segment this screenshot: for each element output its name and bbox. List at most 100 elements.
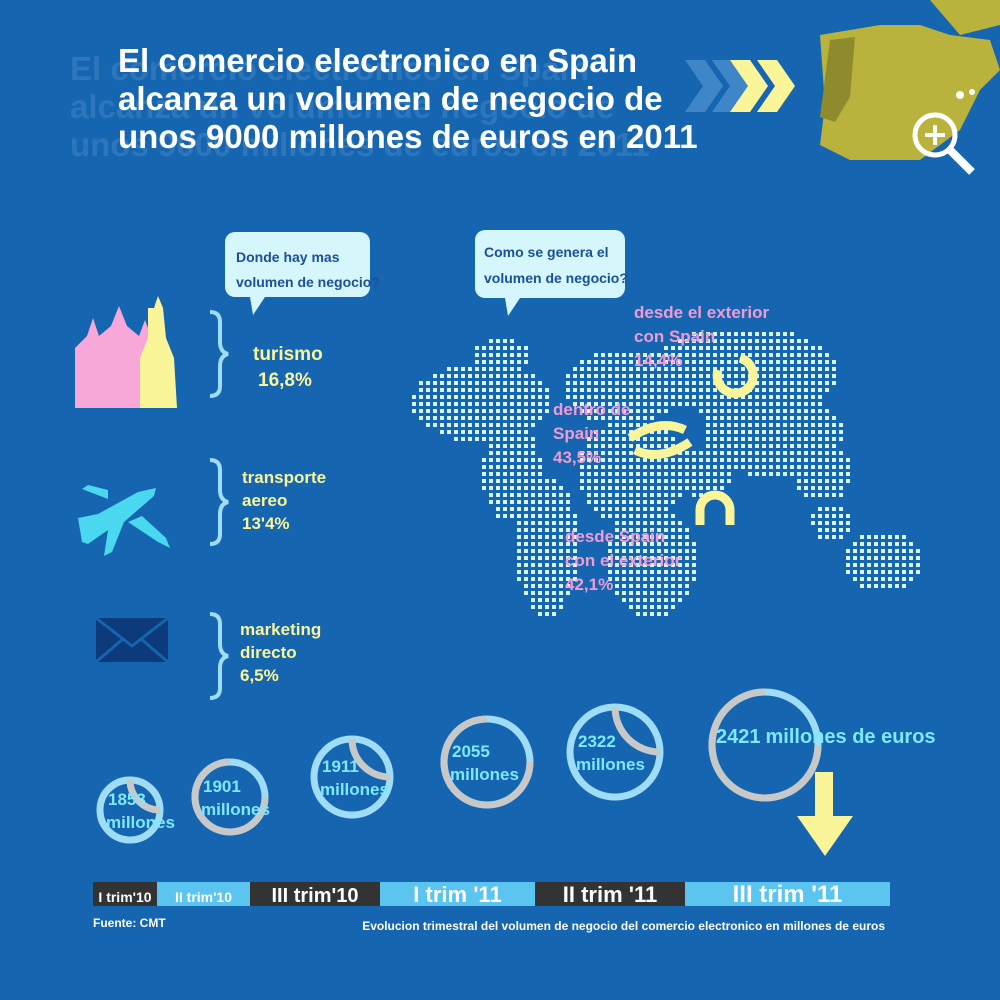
map-dot	[503, 367, 507, 371]
map-dot	[524, 479, 528, 483]
map-dot	[601, 374, 605, 378]
map-dot	[909, 563, 913, 567]
map-dot	[559, 556, 563, 560]
map-dot	[664, 472, 668, 476]
map-dot	[685, 479, 689, 483]
map-dot	[685, 395, 689, 399]
map-dot	[636, 486, 640, 490]
map-dot	[650, 500, 654, 504]
map-dot	[888, 577, 892, 581]
map-dot	[608, 367, 612, 371]
map-dot	[769, 374, 773, 378]
map-dot	[643, 444, 647, 448]
map-dot	[762, 402, 766, 406]
map-dot	[643, 605, 647, 609]
map-dot	[657, 472, 661, 476]
map-dot	[559, 528, 563, 532]
map-dot	[776, 423, 780, 427]
speech-bubble: Como se genera el volumen de negocio?	[475, 230, 628, 316]
map-dot	[461, 381, 465, 385]
map-dot	[804, 486, 808, 490]
map-dot	[440, 388, 444, 392]
map-dot	[720, 458, 724, 462]
ring-gray	[440, 715, 534, 809]
map-dot	[629, 423, 633, 427]
map-arrows	[627, 353, 758, 525]
map-dot	[699, 388, 703, 392]
map-dot	[622, 367, 626, 371]
map-dot	[468, 388, 472, 392]
map-dot	[650, 402, 654, 406]
map-dot	[727, 423, 731, 427]
map-dot	[426, 423, 430, 427]
map-dot	[790, 437, 794, 441]
map-dot	[531, 598, 535, 602]
map-dot	[657, 360, 661, 364]
title-shadow-line: unos 9000 millones de euros en 2011	[70, 126, 650, 163]
map-dot	[818, 451, 822, 455]
map-dot	[699, 458, 703, 462]
map-dot	[559, 591, 563, 595]
map-dot	[650, 612, 654, 616]
map-dot	[790, 416, 794, 420]
map-dot	[755, 332, 759, 336]
map-dot	[769, 353, 773, 357]
map-dot	[818, 367, 822, 371]
map-dot	[664, 465, 668, 469]
map-dot	[622, 598, 626, 602]
map-dot	[643, 535, 647, 539]
map-dot	[601, 416, 605, 420]
map-dot	[748, 458, 752, 462]
world-map	[412, 332, 920, 616]
map-dot	[475, 416, 479, 420]
map-dot	[811, 472, 815, 476]
map-dot	[587, 486, 591, 490]
map-dot	[531, 605, 535, 609]
map-dot	[671, 556, 675, 560]
map-dot	[671, 381, 675, 385]
map-dot	[755, 437, 759, 441]
map-dot	[475, 346, 479, 350]
map-dot	[776, 353, 780, 357]
map-dot	[832, 444, 836, 448]
map-dot	[755, 416, 759, 420]
map-dot	[587, 388, 591, 392]
map-dot	[734, 360, 738, 364]
map-dot	[797, 374, 801, 378]
map-dot	[587, 444, 591, 448]
down-arrow	[797, 772, 853, 856]
map-dot	[664, 605, 668, 609]
map-dot	[664, 388, 668, 392]
map-dot	[776, 332, 780, 336]
map-dot	[783, 360, 787, 364]
map-dot	[503, 395, 507, 399]
map-dot	[706, 437, 710, 441]
map-dot	[566, 514, 570, 518]
map-dot	[531, 493, 535, 497]
map-dot	[762, 346, 766, 350]
map-dot	[734, 353, 738, 357]
map-dot	[811, 381, 815, 385]
map-dot	[643, 612, 647, 616]
map-dot	[643, 542, 647, 546]
map-dot	[538, 381, 542, 385]
map-dot	[573, 521, 577, 525]
map-dot	[524, 570, 528, 574]
map-dot	[790, 465, 794, 469]
map-dot	[741, 423, 745, 427]
map-dot	[790, 374, 794, 378]
map-dot	[545, 542, 549, 546]
map-dot	[412, 409, 416, 413]
map-dot	[867, 535, 871, 539]
map-dot	[615, 360, 619, 364]
map-dot	[580, 479, 584, 483]
map-dot	[489, 486, 493, 490]
map-dot	[650, 381, 654, 385]
question-text: Donde hay mas	[236, 249, 340, 265]
map-dot	[531, 507, 535, 511]
map-dot	[692, 332, 696, 336]
map-dot	[433, 409, 437, 413]
map-dot	[636, 381, 640, 385]
map-dot	[468, 423, 472, 427]
map-dot	[468, 381, 472, 385]
